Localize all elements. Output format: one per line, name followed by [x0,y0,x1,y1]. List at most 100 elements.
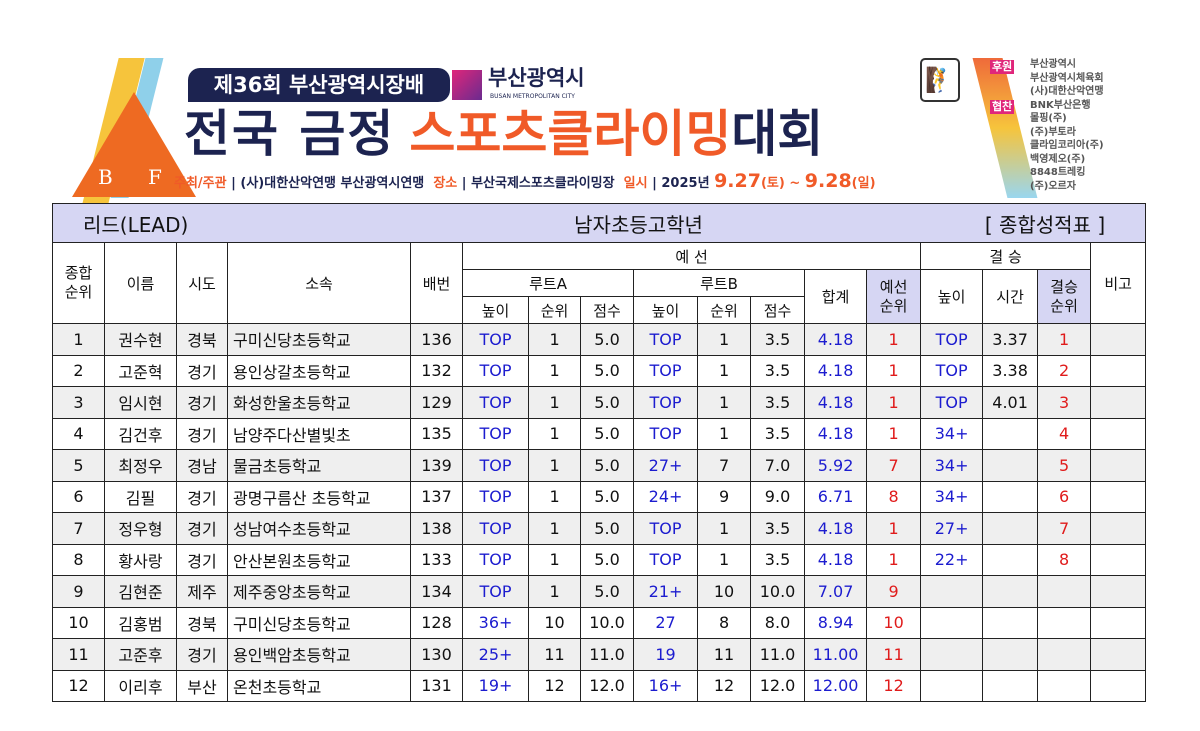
cell-a-rank: 10 [528,606,582,639]
cell-region: 제주 [176,575,228,608]
cell-a-height: TOP [462,543,530,576]
venue: 부산국제스포츠클라이밍장 [471,176,615,191]
cell-final-rank [1037,638,1092,671]
cell-b-score: 3.5 [750,512,806,545]
cell-a-height: 19+ [462,669,530,702]
cosponsor: 클라임코리아(주) [1030,140,1104,151]
cell-qual-rank: 12 [866,669,922,702]
cell-a-height: TOP [462,449,530,482]
doc-type: [ 종합성적표 ] [866,203,1147,243]
cell-b-rank: 1 [697,512,752,545]
sponsor-list: 부산광역시 부산광역시체육회 (사)대한산악연맹 BNK부산은행 몰핑(주) (… [1030,58,1104,193]
cosponsor-label: 협찬 [990,100,1015,114]
header-note: 비고 [1090,242,1147,324]
cell-a-height: 25+ [462,638,530,671]
table-row: 11 고준후 경기 용인백암초등학교 130 25+ 11 11.0 19 11 11.0 11.00… [52,638,1147,671]
cell-a-rank: 1 [528,512,582,545]
cell-a-rank: 1 [528,386,582,419]
sponsor-label: 후원 [990,60,1015,74]
cell-final-height: TOP [920,323,984,356]
cell-total: 4.18 [804,543,868,576]
cell-total: 4.18 [804,417,868,450]
logo-letter-f: F [148,165,162,189]
cell-overall-rank: 11 [52,638,105,671]
cell-note [1090,575,1147,608]
cell-b-score: 3.5 [750,386,806,419]
day-start: (토) [760,176,785,191]
sponsor: 부산광역시체육회 [1030,72,1104,84]
cell-b-height: 21+ [633,575,699,608]
cell-note [1090,606,1147,639]
logo-letter-b: B [98,165,113,189]
cosponsor: 몰핑(주) [1030,113,1067,124]
cell-note [1090,543,1147,576]
header-a-rank: 순위 [528,296,582,324]
cell-b-height: TOP [633,386,699,419]
cell-overall-rank: 4 [52,417,105,450]
cell-total: 4.18 [804,354,868,387]
cell-b-rank: 1 [697,417,752,450]
cell-name: 권수현 [104,323,177,356]
table-row: 8 황사랑 경기 안산본원초등학교 133 TOP 1 5.0 TOP 1 3.5 4.18 1 22+ 8 [52,543,1147,576]
table-row: 3 임시현 경기 화성한울초등학교 129 TOP 1 5.0 TOP 1 3.5 4.18 1 TOP 4… [52,386,1147,419]
cell-region: 경북 [176,323,228,356]
cell-team: 용인백암초등학교 [226,638,412,671]
busan-city-logo-icon [452,70,482,100]
cell-final-height: TOP [920,386,984,419]
cell-team: 안산본원초등학교 [226,543,412,576]
cell-final-height [920,669,984,702]
cell-team: 구미신당초등학교 [226,323,412,356]
cell-note [1090,669,1147,702]
header-overall-rank: 종합 순위 [52,242,105,324]
table-row: 12 이리후 부산 온천초등학교 131 19+ 12 12.0 16+ 12 12.0 12.00 1… [52,669,1147,702]
cell-overall-rank: 5 [52,449,105,482]
date-tilde: ~ [789,176,801,191]
cell-team: 구미신당초등학교 [226,606,412,639]
day-end: (일) [851,176,876,191]
header-final: 결 승 [920,242,1092,270]
cell-b-score: 10.0 [750,575,806,608]
cosponsor: (주)오르자 [1030,180,1076,192]
cell-time [982,449,1039,482]
cell-region: 부산 [176,669,228,702]
cell-a-height: TOP [462,386,530,419]
header-qualification: 예 선 [462,242,922,270]
header-b-height: 높이 [633,296,699,324]
cell-overall-rank: 6 [52,480,105,513]
header-row: 종합 순위 이름 시도 소속 배번 예 선 결 승 비고 [52,242,1147,324]
table-row: 2 고준혁 경기 용인상갈초등학교 132 TOP 1 5.0 TOP 1 3.5 4.18 1 TOP 3… [52,354,1147,387]
cell-bib: 137 [410,480,464,513]
cell-final-rank: 8 [1037,543,1092,576]
cell-region: 경기 [176,417,228,450]
cell-name: 임시현 [104,386,177,419]
venue-label: 장소 [433,176,458,191]
cell-a-score: 5.0 [580,354,635,387]
cell-total: 12.00 [804,669,868,702]
cell-b-score: 3.5 [750,417,806,450]
cell-b-rank: 8 [697,606,752,639]
cell-final-height: 22+ [920,543,984,576]
cell-b-rank: 1 [697,323,752,356]
cell-name: 정우형 [104,512,177,545]
host: (사)대한산악연맹 부산광역시연맹 [240,176,425,191]
cell-b-height: 24+ [633,480,699,513]
cosponsor: BNK부산은행 [1030,99,1091,111]
cell-final-height: 34+ [920,480,984,513]
cell-time [982,543,1039,576]
title-part1: 전국 금정 [184,105,396,163]
cell-note [1090,417,1147,450]
header-bib: 배번 [410,242,464,324]
cell-region: 경기 [176,638,228,671]
header-route-b: 루트B [633,269,806,297]
cell-note [1090,449,1147,482]
cell-bib: 133 [410,543,464,576]
cell-team: 물금초등학교 [226,449,412,482]
cell-final-rank: 1 [1037,323,1092,356]
climber-icon: 🧗 [920,58,960,102]
cell-name: 최정우 [104,449,177,482]
date-label: 일시 [623,176,648,191]
cell-a-rank: 1 [528,575,582,608]
cell-note [1090,638,1147,671]
cell-name: 김필 [104,480,177,513]
cell-qual-rank: 1 [866,417,922,450]
